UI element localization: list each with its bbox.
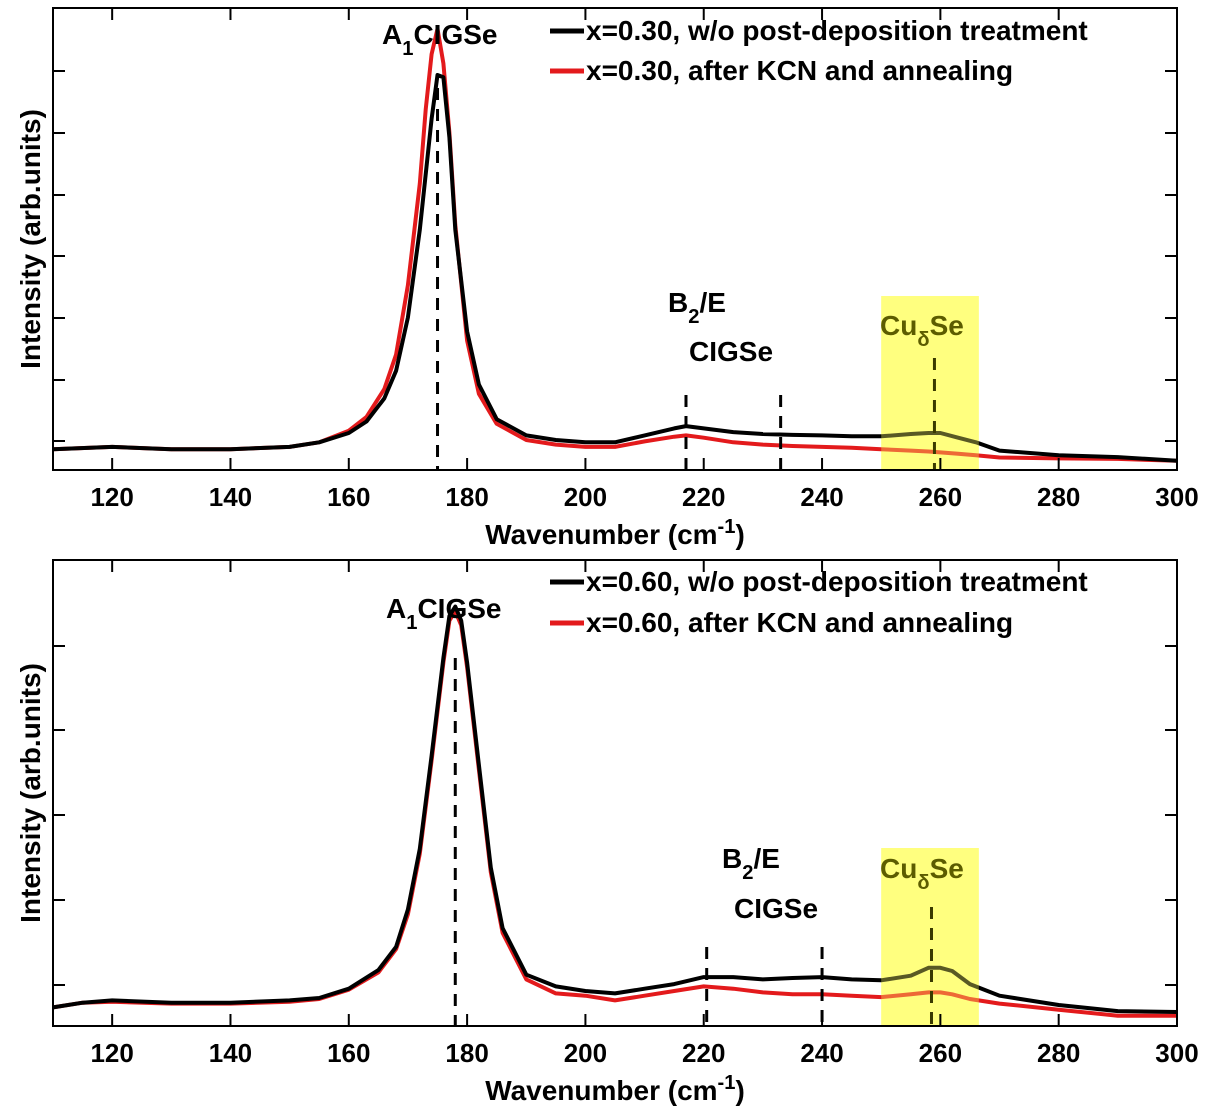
- x-axis-label: Wavenumber (cm-1): [485, 516, 745, 550]
- peak-label-cu-se: CuδSe: [880, 310, 964, 351]
- x-tick-label: 180: [445, 482, 488, 512]
- x-tick-label: 200: [564, 1038, 607, 1068]
- legend-entry: x=0.30, after KCN and annealing: [586, 55, 1013, 86]
- series-line-black: [52, 73, 1178, 463]
- x-tick-label: 120: [90, 1038, 133, 1068]
- x-axis-label: Wavenumber (cm-1): [485, 1072, 745, 1106]
- panel-bottom: 120 140 160 180 200 220 240 260 280 300 Wavenumber…: [15, 559, 1199, 1106]
- peak-label-a1: A1CIGSe: [382, 19, 497, 60]
- x-tick-label: 180: [445, 1038, 488, 1068]
- x-tick-label: 300: [1155, 1038, 1198, 1068]
- x-tick-label: 240: [800, 1038, 843, 1068]
- x-tick-label: 280: [1037, 1038, 1080, 1068]
- x-tick-label: 240: [800, 482, 843, 512]
- series-line-red: [52, 609, 1177, 1018]
- x-tick-label: 220: [682, 482, 725, 512]
- peak-label-b2e: B2/E: [668, 287, 726, 328]
- series-line-red: [52, 26, 1178, 463]
- peak-label-b2e-line2: CIGSe: [689, 336, 773, 367]
- axes-frame: [52, 7, 1178, 471]
- y-axis-label: Intensity (arb.units): [15, 663, 46, 923]
- x-tick-label: 160: [327, 1038, 370, 1068]
- legend-entry: x=0.60, after KCN and annealing: [586, 607, 1013, 638]
- series-line-black: [52, 604, 1178, 1014]
- peak-label-a1: A1CIGSe: [386, 593, 501, 634]
- legend-entry: x=0.60, w/o post-deposition treatment: [586, 566, 1088, 597]
- axes-frame: [52, 559, 1178, 1027]
- x-tick-label: 160: [327, 482, 370, 512]
- peak-label-cu-se: CuδSe: [880, 853, 964, 894]
- x-tick-label: 140: [209, 1038, 252, 1068]
- cu-se-highlight-overlay: [881, 296, 979, 470]
- x-tick-label: 200: [564, 482, 607, 512]
- x-tick-label: 120: [90, 482, 133, 512]
- x-tick-label: 260: [919, 1038, 962, 1068]
- cu-se-highlight-band: [881, 296, 979, 470]
- x-tick-label: 140: [209, 482, 252, 512]
- x-tick-label: 260: [919, 482, 962, 512]
- x-tick-label: 220: [682, 1038, 725, 1068]
- y-axis-label: Intensity (arb.units): [15, 109, 46, 369]
- x-tick-label: 300: [1155, 482, 1198, 512]
- panel-top: 120 140 160 180 200 220 240 260 280 300 Wavenumber…: [15, 7, 1199, 550]
- legend-entry: x=0.30, w/o post-deposition treatment: [586, 15, 1088, 46]
- peak-label-b2e: B2/E: [722, 843, 780, 884]
- x-tick-label: 280: [1037, 482, 1080, 512]
- peak-label-b2e-line2: CIGSe: [734, 893, 818, 924]
